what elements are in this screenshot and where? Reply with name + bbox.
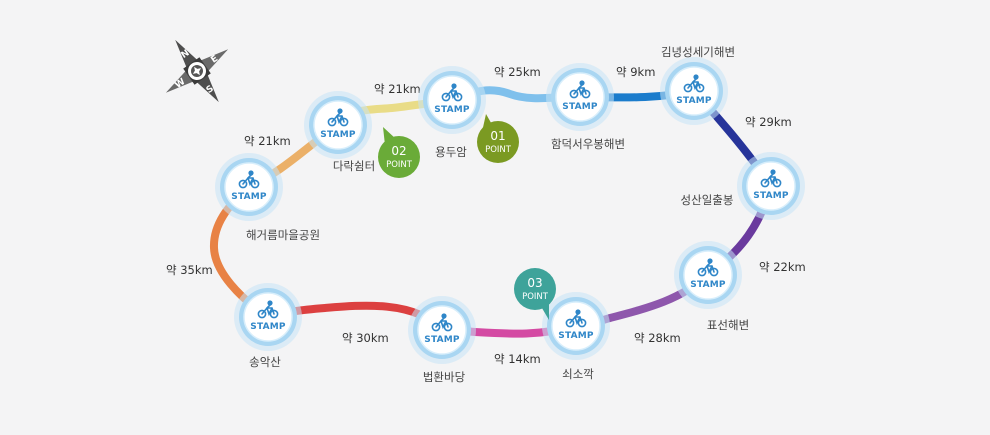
point-markers: 01 POINT 02 POINT 03 POINT [378,114,556,320]
station-label-beophwan: 법환바당 [423,370,466,384]
station-label-darak: 다락쉼터 [333,159,375,173]
bicycle-icon [683,74,705,93]
compass-north-label: N [180,48,192,61]
stamp-label: STAMP [690,280,726,290]
distance-gimnyeong-seongsan: 약 29km [745,115,792,129]
station-label-gimnyeong: 김녕성세기해변 [661,45,735,59]
distance-seongsan-pyoseon: 약 22km [759,260,806,274]
bicycle-icon [760,169,782,188]
point-marker-02[interactable]: 02 POINT [378,127,420,178]
stamp-label: STAMP [434,105,470,115]
compass-west-label: W [173,77,187,91]
bicycle-icon [441,83,463,102]
station-darak[interactable]: STAMP [304,91,372,159]
compass-rose-icon: N E S W [165,39,229,103]
stamp-face [551,301,601,351]
station-label-seongsan: 성산일출봉 [681,193,734,207]
point-word-02: POINT [386,160,413,170]
station-label-yongduam: 용두암 [435,145,467,159]
point-word-01: POINT [485,145,512,155]
distance-haegeorum-darak: 약 21km [244,134,291,148]
distance-songaksan-haegeorum: 약 35km [166,263,213,277]
point-word-03: POINT [522,292,549,302]
station-haegeorum[interactable]: STAMP [215,153,283,221]
station-label-soesokkak: 쇠소깍 [562,367,594,381]
bicycle-icon [431,313,453,332]
bicycle-icon [257,300,279,319]
station-hamdeok[interactable]: STAMP [546,63,614,131]
stamp-label: STAMP [250,322,286,332]
bicycle-icon [327,108,349,127]
stamp-face [313,100,363,150]
stamp-face [224,162,274,212]
stamp-label: STAMP [558,331,594,341]
station-label-songaksan: 송악산 [249,355,281,369]
station-label-hamdeok: 함덕서우봉해변 [551,137,625,151]
point-number-02: 02 [391,144,406,158]
station-soesokkak[interactable]: STAMP [542,292,610,360]
stamp-label: STAMP [753,191,789,201]
stamp-face [427,75,477,125]
station-label-pyoseon: 표선해변 [707,318,749,332]
stamp-face [243,292,293,342]
station-gimnyeong[interactable]: STAMP [660,57,728,125]
bicycle-icon [565,309,587,328]
station-yongduam[interactable]: STAMP [418,66,486,134]
stamp-label: STAMP [562,102,598,112]
compass-south-label: S [205,84,216,96]
stamp-label: STAMP [424,335,460,345]
distance-pyoseon-soesokkak: 약 28km [634,331,681,345]
station-songaksan[interactable]: STAMP [234,283,302,351]
stamp-face [417,305,467,355]
distance-beophwan-songaksan: 약 30km [342,331,389,345]
distance-darak-yongduam: 약 21km [374,82,421,96]
bicycle-icon [569,80,591,99]
station-beophwan[interactable]: STAMP [408,296,476,364]
stamp-face [555,72,605,122]
point-marker-01[interactable]: 01 POINT [477,114,519,163]
stamp-face [683,250,733,300]
distance-hamdeok-gimnyeong: 약 9km [616,65,655,79]
station-labels: 다락쉼터 용두암 함덕서우봉해변 김녕성세기해변 성산일출봉 표선해변 쇠소깍 … [246,45,749,384]
compass-east-label: E [209,54,220,66]
station-label-haegeorum: 해거름마을공원 [246,228,320,242]
stamp-label: STAMP [231,192,267,202]
point-number-03: 03 [527,276,542,290]
distance-yongduam-hamdeok: 약 25km [494,65,541,79]
distance-soesokkak-beophwan: 약 14km [494,352,541,366]
station-seongsan[interactable]: STAMP [737,152,805,220]
point-marker-03[interactable]: 03 POINT [514,268,556,320]
stamp-label: STAMP [320,130,356,140]
stamp-face [746,161,796,211]
stamp-label: STAMP [676,96,712,106]
stamp-stations: STAMP STAMP STAMP STAMP STAMP STAMP STAM… [215,57,805,364]
bicycle-icon [697,258,719,277]
stamp-face [669,66,719,116]
point-number-01: 01 [490,129,505,143]
station-pyoseon[interactable]: STAMP [674,241,742,309]
distance-labels: 약 21km 약 25km 약 9km 약 29km 약 22km 약 28km… [166,65,806,366]
bicycle-icon [238,170,260,189]
